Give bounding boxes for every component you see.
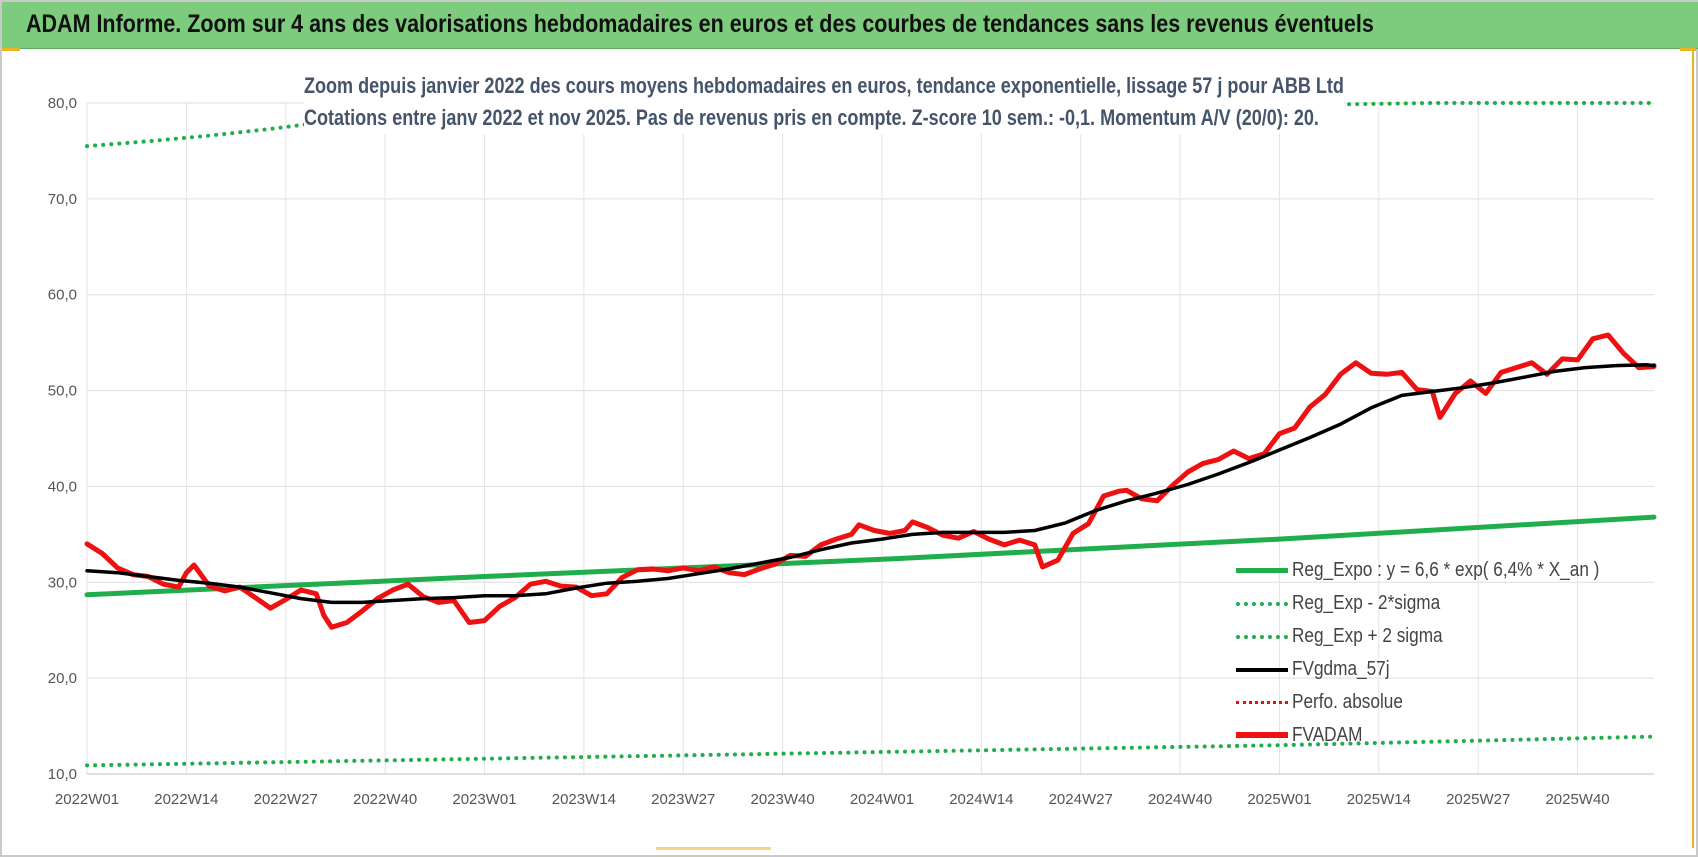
x-axis-ticks: 2022W01 2022W14 2022W27 2022W40 2023W01 2023W… bbox=[55, 791, 1610, 808]
x-tick-label: 2025W01 bbox=[1247, 791, 1311, 808]
x-tick-label: 2022W27 bbox=[254, 791, 318, 808]
legend-item-perfo: Perfo. absolue bbox=[1236, 686, 1616, 719]
series-line-reg-exp-2-sigma bbox=[85, 734, 1656, 768]
x-tick-label: 2023W01 bbox=[452, 791, 516, 808]
x-tick-label: 2023W40 bbox=[750, 791, 814, 808]
x-tick-label: 2022W01 bbox=[55, 791, 119, 808]
chart-legend: Reg_Expo : y = 6,6 * exp( 6,4% * X_an ) … bbox=[1236, 554, 1616, 752]
legend-item-fvgdma: FVgdma_57j bbox=[1236, 653, 1616, 686]
title-bar: ADAM Informe. Zoom sur 4 ans des valoris… bbox=[2, 2, 1698, 49]
x-tick-label: 2022W40 bbox=[353, 791, 417, 808]
y-tick-label: 80,0 bbox=[48, 95, 77, 112]
legend-item-fvadam: FVADAM bbox=[1236, 719, 1616, 752]
legend-label: Reg_Expo : y = 6,6 * exp( 6,4% * X_an ) bbox=[1292, 559, 1600, 581]
report-title: ADAM Informe. Zoom sur 4 ans des valoris… bbox=[26, 10, 1374, 38]
bottom-accent bbox=[656, 847, 771, 850]
x-tick-label: 2024W40 bbox=[1148, 791, 1212, 808]
legend-label: Reg_Exp + 2 sigma bbox=[1292, 625, 1443, 647]
series-line-fvgdma-57j bbox=[85, 362, 1656, 605]
right-corner-accent bbox=[1680, 48, 1696, 51]
right-edge-accent bbox=[1692, 48, 1694, 848]
x-tick-label: 2025W40 bbox=[1545, 791, 1609, 808]
legend-label: Perfo. absolue bbox=[1292, 691, 1403, 713]
left-corner-accent bbox=[2, 48, 20, 51]
series-line-fvadam bbox=[84, 332, 1657, 630]
y-tick-label: 30,0 bbox=[48, 574, 77, 591]
legend-swatch-dotted-green bbox=[1236, 602, 1288, 606]
legend-label: Reg_Exp - 2*sigma bbox=[1292, 592, 1441, 614]
y-tick-label: 60,0 bbox=[48, 287, 77, 304]
chart-title-line-2: Cotations entre janv 2022 et nov 2025. P… bbox=[304, 105, 1319, 130]
legend-swatch-solid-black bbox=[1236, 668, 1288, 672]
y-tick-label: 20,0 bbox=[48, 670, 77, 687]
x-tick-label: 2024W14 bbox=[949, 791, 1013, 808]
y-tick-label: 10,0 bbox=[48, 766, 77, 783]
legend-item-reg-exp-minus: Reg_Exp - 2*sigma bbox=[1236, 587, 1616, 620]
legend-label: FVADAM bbox=[1292, 724, 1363, 746]
x-tick-label: 2025W27 bbox=[1446, 791, 1510, 808]
legend-label: FVgdma_57j bbox=[1292, 658, 1390, 680]
legend-item-reg-exp-plus: Reg_Exp + 2 sigma bbox=[1236, 620, 1616, 653]
chart-subtitle: Zoom depuis janvier 2022 des cours moyen… bbox=[304, 70, 1344, 134]
x-tick-label: 2024W01 bbox=[850, 791, 914, 808]
grid-lines bbox=[86, 102, 1654, 775]
legend-swatch-dotted-red bbox=[1236, 701, 1288, 704]
y-tick-label: 70,0 bbox=[48, 191, 77, 208]
x-tick-label: 2023W14 bbox=[552, 791, 616, 808]
y-tick-label: 50,0 bbox=[48, 383, 77, 400]
legend-swatch-dotted-green bbox=[1236, 635, 1288, 639]
y-tick-label: 40,0 bbox=[48, 478, 77, 495]
x-tick-label: 2024W27 bbox=[1049, 791, 1113, 808]
x-tick-label: 2023W27 bbox=[651, 791, 715, 808]
x-tick-label: 2022W14 bbox=[154, 791, 218, 808]
x-tick-label: 2025W14 bbox=[1347, 791, 1411, 808]
series-line-reg-expo-y-6-6-exp-6-4-x-an bbox=[84, 514, 1657, 598]
legend-item-reg-expo: Reg_Expo : y = 6,6 * exp( 6,4% * X_an ) bbox=[1236, 554, 1616, 587]
legend-swatch-solid-green bbox=[1236, 568, 1288, 573]
y-axis-ticks: 10,0 20,0 30,0 40,0 50,0 60,0 70,0 80,0 bbox=[48, 95, 77, 783]
legend-swatch-solid-red bbox=[1236, 732, 1288, 738]
chart-title-line-1: Zoom depuis janvier 2022 des cours moyen… bbox=[304, 73, 1344, 98]
